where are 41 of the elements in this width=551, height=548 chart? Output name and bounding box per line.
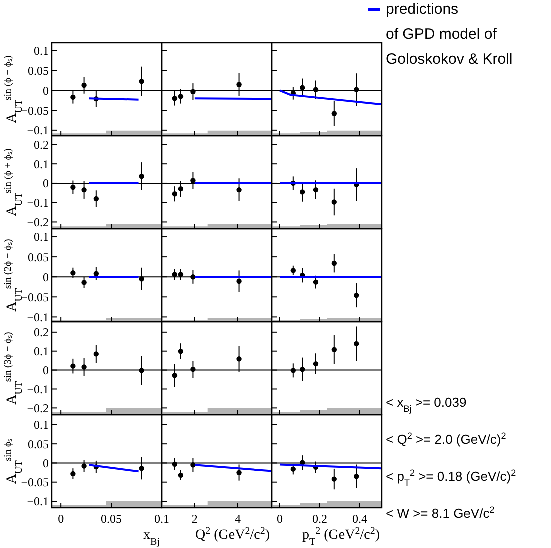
y-tick-label: 0.1 — [34, 44, 49, 58]
y-tick-label: 0.1 — [34, 418, 49, 432]
y-tick-label: −0.1 — [27, 196, 49, 210]
x-tick-label: 0 — [58, 512, 64, 526]
y-tick-label: 0.1 — [34, 157, 49, 172]
x-axis-title: p$_{T}$$^{2}$ (GeV$^{2}$/c$^{2}$) — [302, 526, 380, 548]
text: < x$_{Bj}$ >= 0.039 — [386, 395, 467, 414]
text: < p$_{T}$$^{2}$ >= 0.18 (GeV/c)$^{2}$ — [386, 468, 516, 488]
y-tick-label: 0 — [43, 84, 49, 98]
y-tick-label: 0 — [43, 270, 49, 284]
y-tick-label: −0.05 — [21, 104, 49, 118]
x-tick-label: 0 — [277, 512, 283, 526]
x-tick-label: 0.2 — [312, 512, 328, 526]
text: < Q$^{2}$ >= 2.0 (GeV/c)$^{2}$ — [386, 431, 506, 447]
x-tick-label: 0.4 — [352, 512, 368, 526]
text: < W >= 8.1 GeV/c$^{2}$ — [386, 505, 495, 521]
y-tick-label: −0.1 — [27, 494, 49, 509]
y-tick-label: 0.1 — [34, 344, 49, 359]
y-tick-label: 0 — [43, 176, 49, 191]
y-tick-label: 0.2 — [34, 138, 49, 152]
y-tick-label: −0.1 — [27, 382, 49, 396]
y-tick-label: 0 — [43, 364, 49, 378]
x-axis-title: Q$^{2}$ (GeV$^{2}$/c$^{2}$) — [195, 526, 270, 543]
y-tick-label: −0.2 — [27, 215, 49, 230]
x-tick-label: 2 — [192, 512, 198, 526]
x-tick-label: 0.05 — [101, 512, 122, 526]
y-tick-label: 0.2 — [34, 326, 49, 340]
legend-label: predictions of GPD model of Goloskokov & Kroll — [386, 1, 513, 68]
y-tick-label: 0 — [43, 456, 49, 470]
y-tick-label: 0.05 — [28, 250, 49, 264]
y-tick-label: −0.05 — [21, 476, 49, 490]
y-tick-label: 0.1 — [34, 230, 49, 244]
y-tick-label: 0.05 — [28, 64, 49, 78]
y-tick-label: −0.2 — [27, 401, 49, 416]
y-tick-label: 0.05 — [28, 437, 49, 452]
y-tick-label: −0.1 — [27, 124, 49, 138]
x-tick-label: 0.1 — [154, 512, 170, 526]
x-axis-title: x$_{Bj}$ — [144, 528, 160, 548]
x-tick-label: 4 — [234, 512, 241, 526]
y-tick-label: −0.05 — [21, 290, 49, 304]
y-tick-label: −0.1 — [27, 310, 49, 324]
